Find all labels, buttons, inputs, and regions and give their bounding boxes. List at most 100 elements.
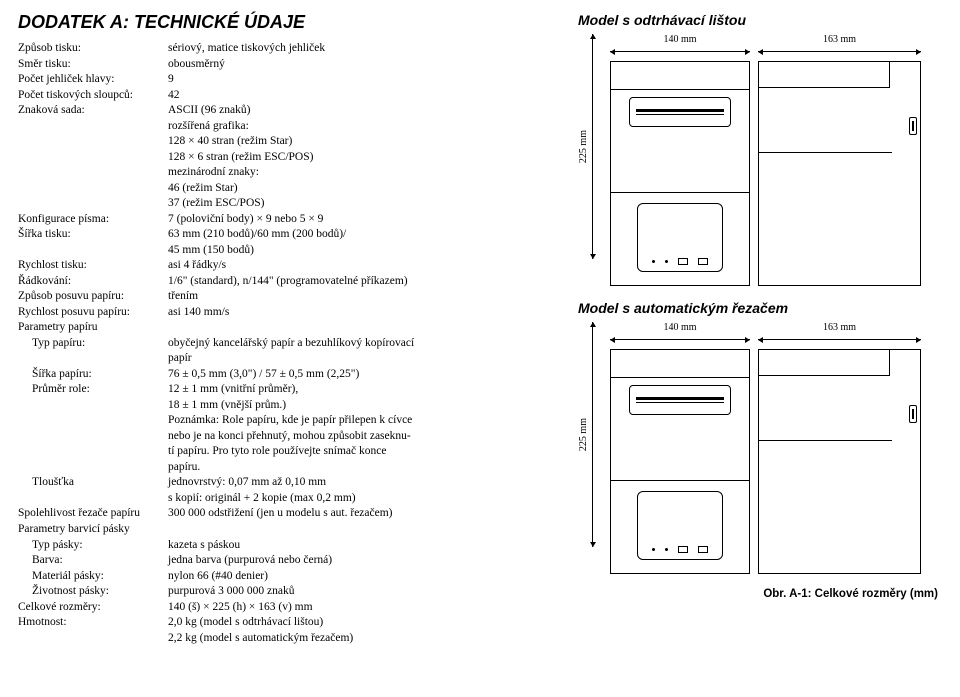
- spec-row: 128 × 40 stran (režim Star): [18, 134, 558, 150]
- spec-row: Barva:jedna barva (purpurová nebo černá): [18, 553, 558, 569]
- spec-label: Způsob posuvu papíru:: [18, 289, 168, 305]
- spec-label: Způsob tisku:: [18, 41, 168, 57]
- spec-label: [18, 243, 168, 259]
- spec-value: Poznámka: Role papíru, kde je papír přil…: [168, 413, 558, 429]
- spec-value: 9: [168, 72, 558, 88]
- model2-dim-depth: 163 mm: [758, 322, 921, 333]
- spec-value: 37 (režim ESC/POS): [168, 196, 558, 212]
- spec-value: [168, 522, 558, 538]
- spec-value: papíru.: [168, 460, 558, 476]
- spec-row: Řádkování:1/6" (standard), n/144" (progr…: [18, 274, 558, 290]
- spec-row: Způsob tisku:sériový, matice tiskových j…: [18, 41, 558, 57]
- spec-row: Způsob posuvu papíru:třením: [18, 289, 558, 305]
- spec-row: 2,2 kg (model s automatickým řezačem): [18, 631, 558, 647]
- model1-dim-height: 225 mm: [578, 130, 589, 163]
- spec-row: papíru.: [18, 460, 558, 476]
- spec-value: 140 (š) × 225 (h) × 163 (v) mm: [168, 600, 558, 616]
- spec-value: nebo je na konci přehnutý, mohou způsobi…: [168, 429, 558, 445]
- spec-value: 128 × 6 stran (režim ESC/POS): [168, 150, 558, 166]
- spec-value: s kopií: originál + 2 kopie (max 0,2 mm): [168, 491, 558, 507]
- spec-row: Spolehlivost řezače papíru300 000 odstři…: [18, 506, 558, 522]
- spec-value: nylon 66 (#40 denier): [168, 569, 558, 585]
- spec-value: jedna barva (purpurová nebo černá): [168, 553, 558, 569]
- model1-block: Model s odtrhávací lištou 225 mm 140 mm: [578, 12, 938, 286]
- spec-label: Řádkování:: [18, 274, 168, 290]
- model1-dim-depth: 163 mm: [758, 34, 921, 45]
- spec-label: Tloušťka: [18, 475, 168, 491]
- spec-value: asi 140 mm/s: [168, 305, 558, 321]
- spec-label: Spolehlivost řezače papíru: [18, 506, 168, 522]
- model1-front-view: [610, 61, 750, 286]
- figure-caption: Obr. A-1: Celkové rozměry (mm): [578, 588, 938, 600]
- spec-row: nebo je na konci přehnutý, mohou způsobi…: [18, 429, 558, 445]
- model2-side-view: [758, 349, 921, 574]
- spec-value: 76 ± 0,5 mm (3,0") / 57 ± 0,5 mm (2,25"): [168, 367, 558, 383]
- spec-value: sériový, matice tiskových jehliček: [168, 41, 558, 57]
- spec-value: 12 ± 1 mm (vnitřní průměr),: [168, 382, 558, 398]
- spec-row: Znaková sada:ASCII (96 znaků): [18, 103, 558, 119]
- spec-label: Znaková sada:: [18, 103, 168, 119]
- model2-block: Model s automatickým řezačem 225 mm 140 …: [578, 300, 938, 574]
- spec-row: 18 ± 1 mm (vnější prům.): [18, 398, 558, 414]
- spec-label: Barva:: [18, 553, 168, 569]
- spec-value: 2,2 kg (model s automatickým řezačem): [168, 631, 558, 647]
- spec-label: Celkové rozměry:: [18, 600, 168, 616]
- spec-row: Hmotnost:2,0 kg (model s odtrhávací lišt…: [18, 615, 558, 631]
- spec-value: 128 × 40 stran (režim Star): [168, 134, 558, 150]
- spec-value: 300 000 odstřižení (jen u modelu s aut. …: [168, 506, 558, 522]
- model2-dim-width: 140 mm: [610, 322, 750, 333]
- model1-dim-width: 140 mm: [610, 34, 750, 45]
- spec-label: [18, 119, 168, 135]
- spec-row: Rychlost posuvu papíru:asi 140 mm/s: [18, 305, 558, 321]
- spec-value: třením: [168, 289, 558, 305]
- spec-label: Hmotnost:: [18, 615, 168, 631]
- spec-label: Počet tiskových sloupců:: [18, 88, 168, 104]
- spec-row: Šířka papíru:76 ± 0,5 mm (3,0") / 57 ± 0…: [18, 367, 558, 383]
- spec-row: Šířka tisku:63 mm (210 bodů)/60 mm (200 …: [18, 227, 558, 243]
- spec-label: [18, 413, 168, 429]
- spec-label: [18, 196, 168, 212]
- spec-value: jednovrstvý: 0,07 mm až 0,10 mm: [168, 475, 558, 491]
- spec-label: [18, 429, 168, 445]
- model1-title: Model s odtrhávací lištou: [578, 12, 938, 28]
- spec-label: Parametry papíru: [18, 320, 168, 336]
- spec-label: [18, 181, 168, 197]
- spec-row: rozšířená grafika:: [18, 119, 558, 135]
- spec-label: Typ pásky:: [18, 538, 168, 554]
- spec-label: Materiál pásky:: [18, 569, 168, 585]
- spec-label: Parametry barvicí pásky: [18, 522, 168, 538]
- spec-value: mezinárodní znaky:: [168, 165, 558, 181]
- spec-row: Materiál pásky:nylon 66 (#40 denier): [18, 569, 558, 585]
- spec-row: Parametry papíru: [18, 320, 558, 336]
- spec-value: 46 (režim Star): [168, 181, 558, 197]
- spec-value: [168, 320, 558, 336]
- spec-row: Typ pásky:kazeta s páskou: [18, 538, 558, 554]
- spec-label: Typ papíru:: [18, 336, 168, 352]
- spec-label: Rychlost tisku:: [18, 258, 168, 274]
- model2-front-view: [610, 349, 750, 574]
- spec-row: Rychlost tisku:asi 4 řádky/s: [18, 258, 558, 274]
- spec-label: Směr tisku:: [18, 57, 168, 73]
- model2-title: Model s automatickým řezačem: [578, 300, 938, 316]
- spec-table: Způsob tisku:sériový, matice tiskových j…: [18, 41, 558, 646]
- spec-row: Tloušťkajednovrstvý: 0,07 mm až 0,10 mm: [18, 475, 558, 491]
- spec-label: Životnost pásky:: [18, 584, 168, 600]
- spec-row: Konfigurace písma:7 (poloviční body) × 9…: [18, 212, 558, 228]
- spec-row: Průměr role:12 ± 1 mm (vnitřní průměr),: [18, 382, 558, 398]
- spec-value: kazeta s páskou: [168, 538, 558, 554]
- spec-value: 1/6" (standard), n/144" (programovatelné…: [168, 274, 558, 290]
- spec-value: papír: [168, 351, 558, 367]
- spec-row: Poznámka: Role papíru, kde je papír přil…: [18, 413, 558, 429]
- spec-value: 42: [168, 88, 558, 104]
- spec-row: Směr tisku:obousměrný: [18, 57, 558, 73]
- spec-row: Celkové rozměry:140 (š) × 225 (h) × 163 …: [18, 600, 558, 616]
- spec-label: Konfigurace písma:: [18, 212, 168, 228]
- spec-label: [18, 150, 168, 166]
- spec-label: [18, 165, 168, 181]
- spec-row: s kopií: originál + 2 kopie (max 0,2 mm): [18, 491, 558, 507]
- spec-row: papír: [18, 351, 558, 367]
- spec-value: purpurová 3 000 000 znaků: [168, 584, 558, 600]
- spec-row: 45 mm (150 bodů): [18, 243, 558, 259]
- spec-row: Typ papíru:obyčejný kancelářský papír a …: [18, 336, 558, 352]
- spec-value: 7 (poloviční body) × 9 nebo 5 × 9: [168, 212, 558, 228]
